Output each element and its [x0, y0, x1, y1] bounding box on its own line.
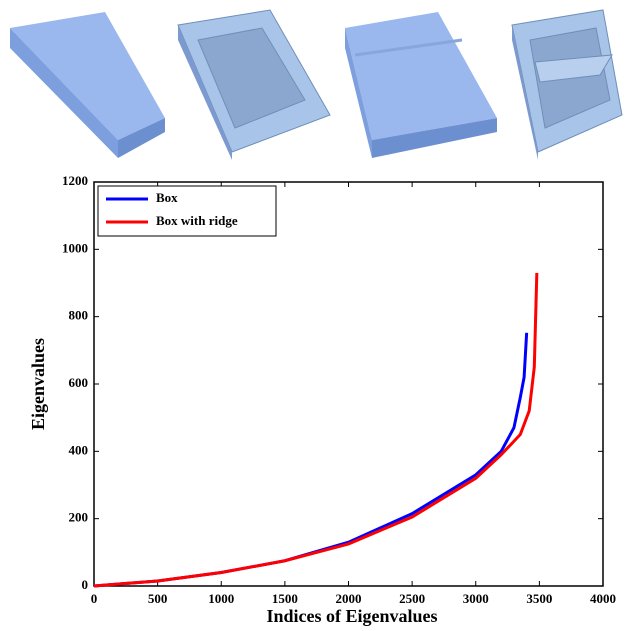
y-axis-label: Eigenvalues	[28, 338, 48, 430]
x-tick-label: 2000	[336, 591, 362, 606]
box-ridge-solid	[345, 12, 497, 158]
plot-frame	[94, 182, 603, 586]
x-tick-label: 0	[91, 591, 98, 606]
x-tick-label: 1500	[272, 591, 298, 606]
legend-label: Box	[156, 190, 178, 205]
x-axis-label: Indices of Eigenvalues	[266, 606, 437, 626]
box-mesh	[178, 10, 330, 160]
box-renderings	[10, 10, 622, 160]
y-tick-label: 1000	[62, 240, 88, 255]
legend-label: Box with ridge	[156, 213, 238, 228]
y-tick-label: 200	[69, 510, 89, 525]
x-tick-label: 3500	[526, 591, 552, 606]
x-tick-label: 500	[148, 591, 168, 606]
series-line	[94, 333, 527, 586]
box-ridge-mesh	[512, 10, 622, 160]
box-solid	[10, 12, 165, 158]
x-tick-label: 2500	[399, 591, 425, 606]
y-tick-label: 0	[82, 577, 89, 592]
y-tick-label: 1200	[62, 173, 88, 188]
x-tick-label: 4000	[590, 591, 616, 606]
x-tick-label: 3000	[463, 591, 489, 606]
figure: Indices of Eigenvalues Eigenvalues 0 200 4…	[0, 0, 626, 631]
legend-box	[98, 186, 276, 236]
series-line	[94, 273, 537, 586]
y-tick-label: 400	[69, 442, 89, 457]
x-tick-label: 1000	[208, 591, 234, 606]
y-tick-label: 800	[69, 308, 89, 323]
y-tick-label: 600	[69, 375, 89, 390]
